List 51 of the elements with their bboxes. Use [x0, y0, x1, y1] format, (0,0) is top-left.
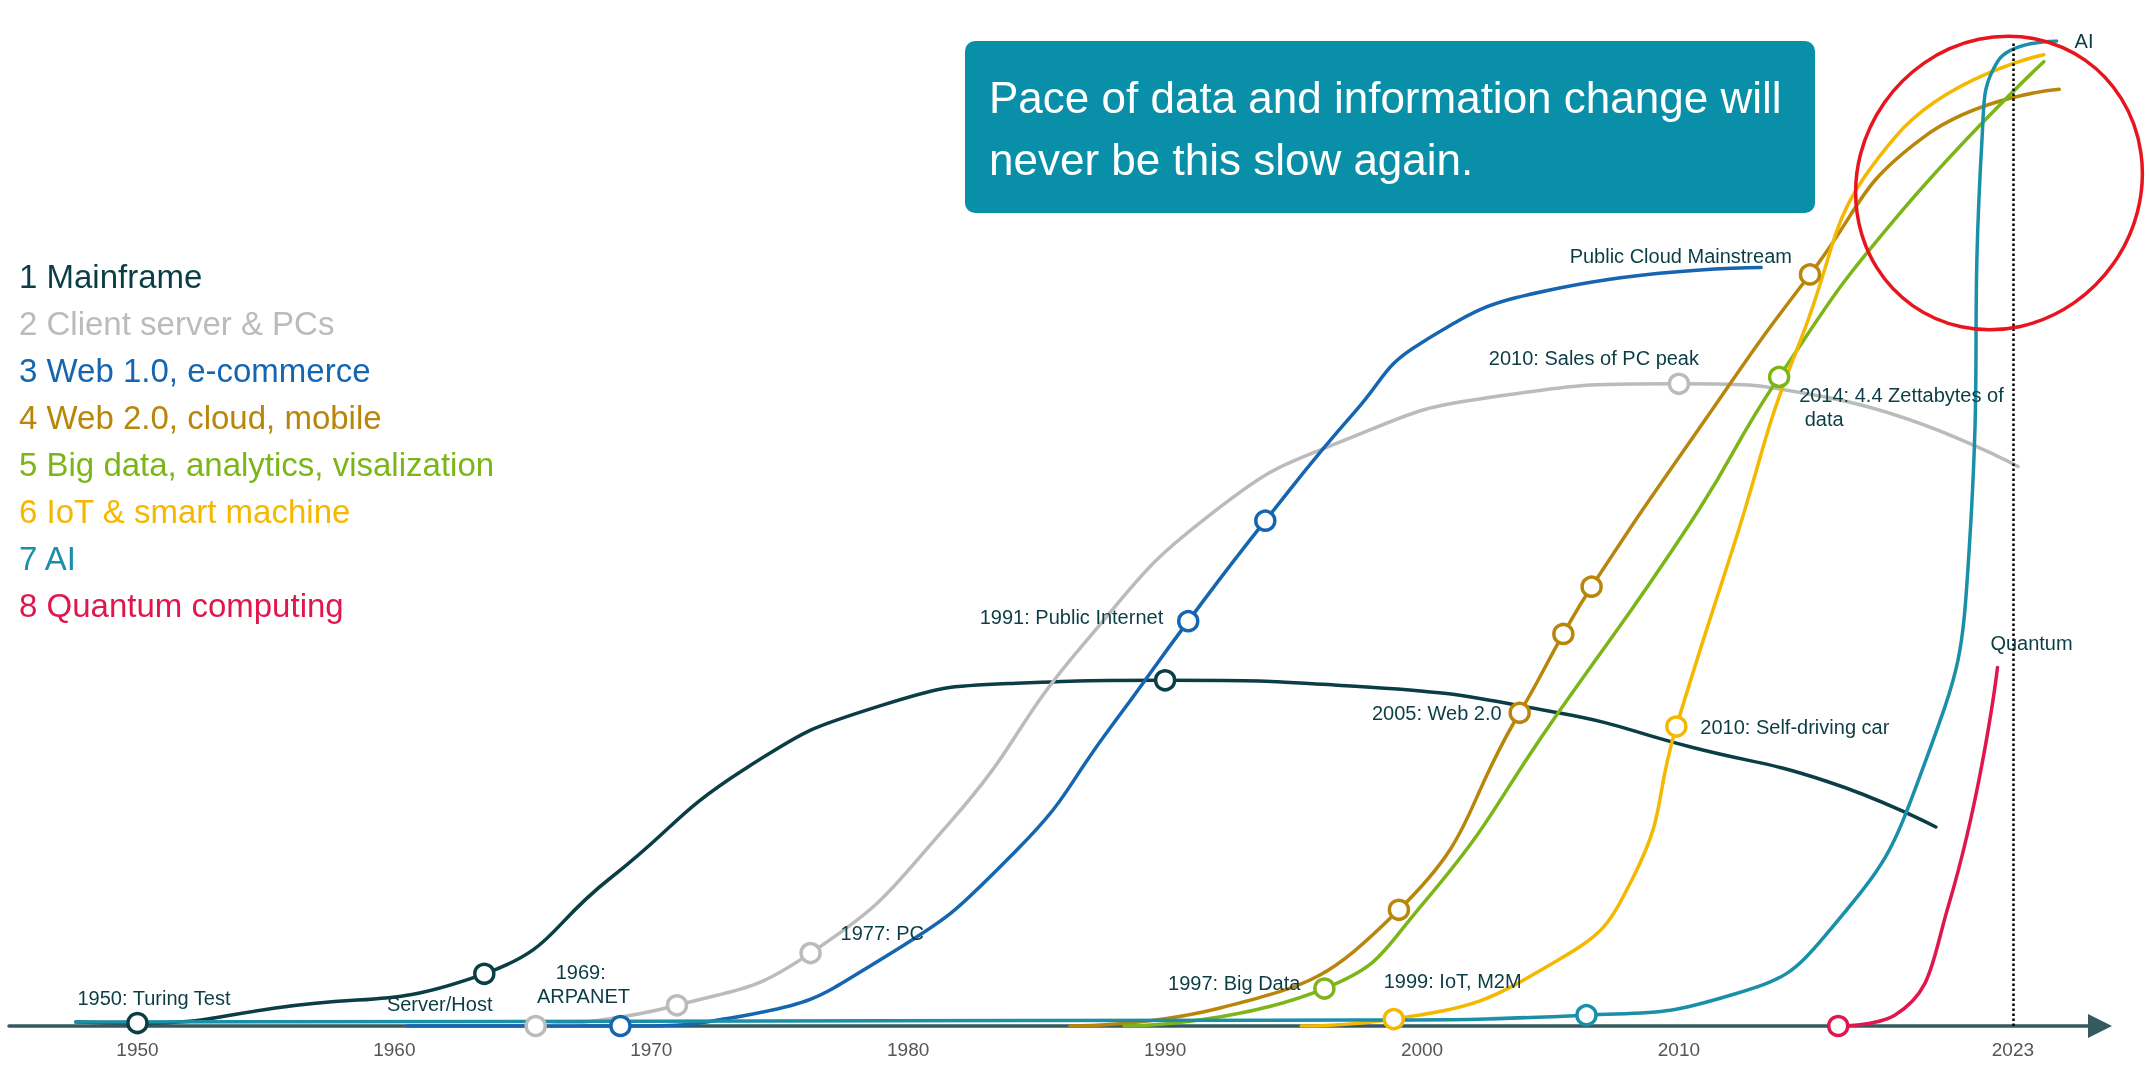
point	[1667, 372, 1691, 396]
point	[1382, 1007, 1406, 1031]
x-tick-label: 1960	[373, 1039, 416, 1060]
point	[1254, 509, 1277, 532]
point	[1177, 609, 1200, 633]
x-tick-label: 2010	[1657, 1039, 1701, 1060]
point	[609, 1014, 632, 1038]
point	[1798, 263, 1822, 286]
x-tick-label: 1990	[1143, 1039, 1187, 1060]
point	[1575, 1003, 1598, 1027]
point	[799, 941, 822, 965]
annotation: 1991: Public Internet	[979, 606, 1164, 629]
annotation: Pace of data and information change will never be this slow again.	[965, 41, 1815, 213]
point	[126, 1011, 149, 1035]
annotation: 2010: Self-driving car	[1700, 715, 1890, 738]
x-tick-label: 1980	[887, 1039, 930, 1060]
point	[1580, 575, 1603, 598]
point	[665, 994, 689, 1017]
point	[1153, 669, 1177, 692]
text: 8 Quantum computing	[19, 587, 344, 624]
annotation: 2010: Sales of PC peak	[1488, 346, 1700, 369]
point	[1508, 701, 1531, 725]
text: 4 Web 2.0, cloud, mobile	[19, 399, 382, 436]
annotation: AI	[2074, 30, 2094, 52]
point	[524, 1014, 547, 1038]
point	[473, 962, 496, 986]
text: 7 AI	[19, 540, 76, 577]
annotation: 1950: Turing Test	[77, 987, 231, 1009]
text: 5 Big data, analytics, visalization	[19, 446, 495, 483]
x-tick-label: 2023	[1991, 1039, 2035, 1060]
annotation: Quantum	[1990, 632, 2073, 655]
point	[1665, 715, 1688, 738]
text: 6 IoT & smart machine	[19, 493, 351, 530]
text: 3 Web 1.0, e-commerce	[19, 352, 371, 389]
point	[1313, 977, 1336, 1000]
point	[1552, 622, 1575, 646]
text: 1 Mainframe	[19, 258, 203, 295]
x-tick-label: 2000	[1400, 1039, 1444, 1060]
annotation: 1997: Big Data	[1168, 971, 1302, 994]
annotation: Public Cloud Mainstream	[1569, 245, 1792, 268]
point	[1387, 898, 1411, 922]
point	[1767, 365, 1791, 389]
point	[1826, 1014, 1850, 1038]
annotation: 2005: Web 2.0	[1371, 701, 1502, 724]
annotation: Server/Host	[386, 993, 493, 1015]
annotation: 1999: IoT, M2M	[1383, 970, 1522, 993]
annotation: 1969: ARPANET	[536, 961, 630, 1007]
x-tick-label: 1970	[630, 1039, 673, 1060]
text: 2 Client server & PCs	[19, 305, 335, 342]
annotation: 1977: PC	[840, 922, 924, 945]
x-tick-label: 1950	[116, 1039, 159, 1060]
